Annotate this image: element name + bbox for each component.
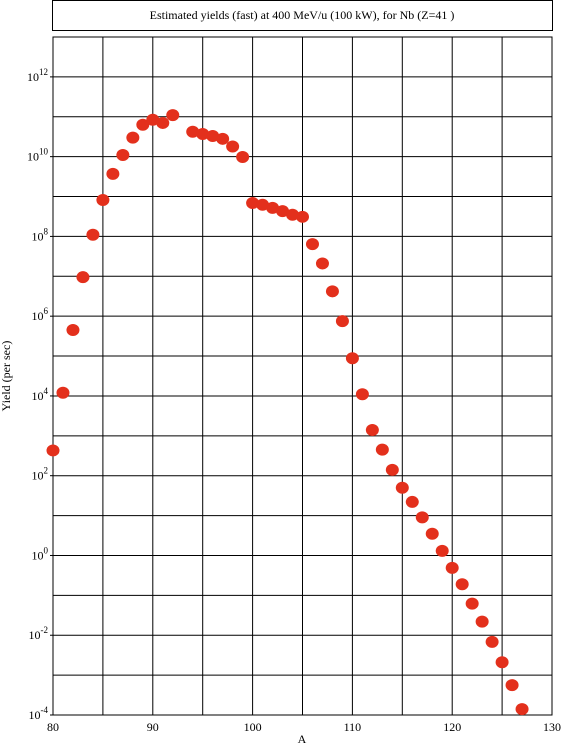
point bbox=[66, 324, 80, 337]
point bbox=[305, 238, 319, 251]
y-tick-exponent: 12 bbox=[39, 67, 48, 77]
point bbox=[325, 285, 339, 298]
x-tick-label: 90 bbox=[147, 720, 159, 734]
x-tick-label: 130 bbox=[543, 720, 561, 734]
y-tick-base: 10 bbox=[27, 70, 39, 84]
y-tick-base: 10 bbox=[32, 309, 44, 323]
x-axis-title: A bbox=[298, 732, 307, 746]
title-box bbox=[52, 0, 553, 31]
point bbox=[415, 511, 429, 524]
y-tick-exponent: 2 bbox=[44, 466, 49, 476]
point bbox=[345, 352, 359, 365]
y-tick-label: 102 bbox=[32, 466, 49, 483]
y-tick-exponent: 0 bbox=[44, 545, 49, 555]
point bbox=[96, 193, 110, 206]
x-tick-label: 80 bbox=[47, 720, 59, 734]
point bbox=[425, 527, 439, 540]
point bbox=[465, 597, 479, 610]
point bbox=[116, 148, 130, 161]
point bbox=[315, 257, 329, 270]
y-tick-label: 104 bbox=[32, 386, 49, 403]
point bbox=[286, 208, 300, 221]
point bbox=[46, 444, 60, 457]
y-tick-label: 10-2 bbox=[29, 625, 49, 642]
chart-title: Estimated yields (fast) at 400 MeV/u (10… bbox=[150, 8, 455, 22]
point bbox=[266, 201, 280, 214]
point bbox=[156, 116, 170, 129]
point bbox=[495, 656, 509, 669]
y-tick-base: 10 bbox=[32, 548, 44, 562]
y-tick-exponent: -2 bbox=[41, 625, 49, 635]
y-tick-exponent: -4 bbox=[41, 705, 49, 715]
point bbox=[256, 198, 270, 211]
point bbox=[355, 388, 369, 401]
point bbox=[166, 109, 180, 122]
y-tick-base: 10 bbox=[32, 469, 44, 483]
y-tick-base: 10 bbox=[32, 389, 44, 403]
point bbox=[106, 167, 120, 180]
x-tick-label: 120 bbox=[443, 720, 461, 734]
point bbox=[435, 544, 449, 557]
point bbox=[246, 196, 260, 209]
point bbox=[405, 495, 419, 508]
point bbox=[196, 127, 210, 140]
point bbox=[375, 443, 389, 456]
y-tick-label: 106 bbox=[32, 306, 49, 323]
point bbox=[226, 140, 240, 153]
y-axis-title: Yield (per sec) bbox=[0, 341, 13, 412]
x-tick-label: 100 bbox=[244, 720, 262, 734]
y-tick-exponent: 6 bbox=[44, 306, 49, 316]
y-tick-exponent: 10 bbox=[39, 147, 49, 157]
point bbox=[445, 561, 459, 574]
plot-frame bbox=[52, 36, 553, 716]
point bbox=[126, 131, 140, 144]
y-tick-label: 10-4 bbox=[29, 705, 49, 722]
y-tick-base: 10 bbox=[29, 628, 41, 642]
point bbox=[276, 205, 290, 218]
y-tick-label: 100 bbox=[32, 545, 49, 562]
point bbox=[335, 315, 349, 328]
point bbox=[475, 615, 489, 628]
y-tick-label: 1010 bbox=[27, 147, 49, 164]
x-tick-label: 110 bbox=[344, 720, 362, 734]
point bbox=[86, 228, 100, 241]
point bbox=[296, 210, 309, 223]
y-tick-exponent: 8 bbox=[44, 226, 49, 236]
point bbox=[216, 132, 230, 145]
point bbox=[76, 271, 90, 284]
y-tick-label: 108 bbox=[32, 226, 49, 243]
point bbox=[136, 118, 150, 131]
point bbox=[146, 113, 160, 126]
point bbox=[505, 679, 519, 692]
y-tick-base: 10 bbox=[29, 708, 41, 722]
point bbox=[365, 423, 379, 436]
y-tick-base: 10 bbox=[32, 229, 44, 243]
point bbox=[455, 578, 469, 591]
point bbox=[385, 463, 399, 476]
point bbox=[56, 386, 70, 399]
point bbox=[515, 703, 529, 716]
y-tick-label: 1012 bbox=[27, 67, 48, 84]
point bbox=[485, 635, 499, 648]
y-tick-base: 10 bbox=[27, 150, 39, 164]
point bbox=[206, 129, 220, 142]
y-tick-exponent: 4 bbox=[44, 386, 49, 396]
point bbox=[395, 481, 409, 494]
point bbox=[186, 125, 200, 138]
point bbox=[236, 150, 250, 163]
